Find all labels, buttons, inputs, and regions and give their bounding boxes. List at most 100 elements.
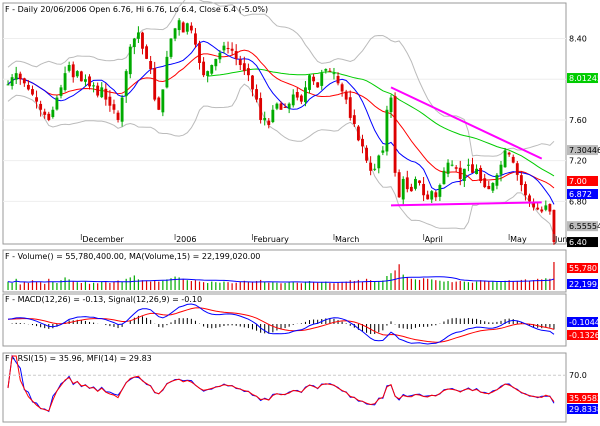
volume-bar <box>484 280 486 290</box>
volume-bar <box>133 275 135 290</box>
volume-bar <box>158 281 160 290</box>
volume-bar <box>508 280 510 290</box>
candle-body <box>234 51 238 59</box>
volume-bar <box>386 276 388 290</box>
volume-bar <box>520 279 522 290</box>
candle-body <box>544 205 548 210</box>
candle-body <box>128 46 132 75</box>
candle-body <box>246 68 250 76</box>
volume-bar <box>410 278 412 290</box>
volume-bar <box>7 281 9 290</box>
candle-body <box>165 56 169 88</box>
volume-bar <box>418 279 421 290</box>
volume-flags: 55,780 22,199,02 <box>567 263 600 289</box>
volume-bar <box>141 280 144 290</box>
price-flag <box>567 175 598 186</box>
price-flag-label: 6.55554 <box>569 222 600 231</box>
volume-bar <box>27 283 30 290</box>
candle-body <box>206 71 210 77</box>
volume-bar <box>488 281 490 290</box>
volume-bar <box>480 280 482 290</box>
volume-bar <box>186 280 188 290</box>
volume-bar <box>414 279 417 290</box>
volume-bar <box>31 280 34 290</box>
volume-flag <box>567 279 598 289</box>
candle-body <box>458 167 462 179</box>
volume-bar <box>113 281 115 290</box>
candle-body <box>79 71 83 82</box>
volume-bar <box>219 282 221 290</box>
candle-body <box>377 155 381 169</box>
volume-bar <box>80 283 82 290</box>
candle-body <box>540 209 544 212</box>
volume-bar <box>268 282 270 290</box>
candle-body <box>462 168 466 181</box>
candle-body <box>39 103 43 110</box>
candle-body <box>332 73 336 75</box>
volume-bars <box>7 262 555 290</box>
volume-bar <box>40 282 42 290</box>
trend-line-upper <box>390 86 543 160</box>
volume-bar <box>15 278 17 290</box>
price-flag-label: 6.872 <box>569 190 592 199</box>
volume-bar <box>382 280 384 290</box>
candle-body <box>22 78 26 84</box>
volume-bar <box>101 281 103 290</box>
volume-bar <box>11 283 13 290</box>
candle-body <box>348 97 352 118</box>
candle-body <box>71 64 75 78</box>
volume-header: F - Volume() = 55,780,400.00, MA(Volume,… <box>5 252 260 261</box>
candle-body <box>528 195 531 202</box>
volume-bar <box>76 282 78 290</box>
candle-body <box>275 103 279 109</box>
candle-body <box>238 59 242 66</box>
rsi-flag-label: 29.8338 <box>569 405 600 414</box>
candle-body <box>475 168 478 175</box>
volume-flag <box>567 263 598 273</box>
volume-bar <box>88 283 91 290</box>
candle-body <box>418 180 421 184</box>
candle-body <box>271 109 275 123</box>
candle-body <box>312 76 316 82</box>
volume-bar <box>280 283 282 290</box>
volume-bar <box>337 282 339 290</box>
candle-body <box>26 84 30 90</box>
candle-body <box>446 162 450 174</box>
volume-bar <box>56 283 58 290</box>
candle-body <box>304 87 307 103</box>
candle-body <box>120 97 124 122</box>
volume-bar <box>194 280 197 290</box>
volume-bar <box>227 282 229 290</box>
volume-bar <box>370 280 372 290</box>
candle-body <box>263 117 267 121</box>
volume-bar <box>35 281 38 290</box>
volume-bar <box>365 278 368 290</box>
month-label: February <box>253 235 289 244</box>
candle-body <box>189 25 193 31</box>
bollinger-lower <box>7 83 555 235</box>
candle-body <box>67 65 71 71</box>
candle-body <box>259 98 263 120</box>
volume-ma-line <box>7 276 555 283</box>
volume-bar <box>467 282 470 290</box>
volume-bar <box>447 281 449 290</box>
candle-body <box>210 65 214 74</box>
price-header: F - Daily 20/06/2006 Open 6.76, Hi 6.76,… <box>5 5 268 14</box>
candle-body <box>104 88 108 100</box>
candle-body <box>450 164 454 166</box>
volume-bar <box>178 277 180 290</box>
candle-body <box>373 168 377 170</box>
price-flag <box>567 237 598 248</box>
volume-bar <box>68 279 70 290</box>
candle-body <box>507 152 511 155</box>
candle-body <box>31 89 34 95</box>
volume-bar <box>374 281 376 290</box>
price-tick-label: 8.40 <box>569 35 587 44</box>
price-tick-label: 7.60 <box>569 116 587 125</box>
candle-body <box>479 167 483 181</box>
volume-bar <box>431 279 433 290</box>
volume-bar <box>512 281 514 290</box>
candle-body <box>511 156 515 163</box>
volume-bar <box>251 281 254 290</box>
volume-bar <box>398 264 400 290</box>
